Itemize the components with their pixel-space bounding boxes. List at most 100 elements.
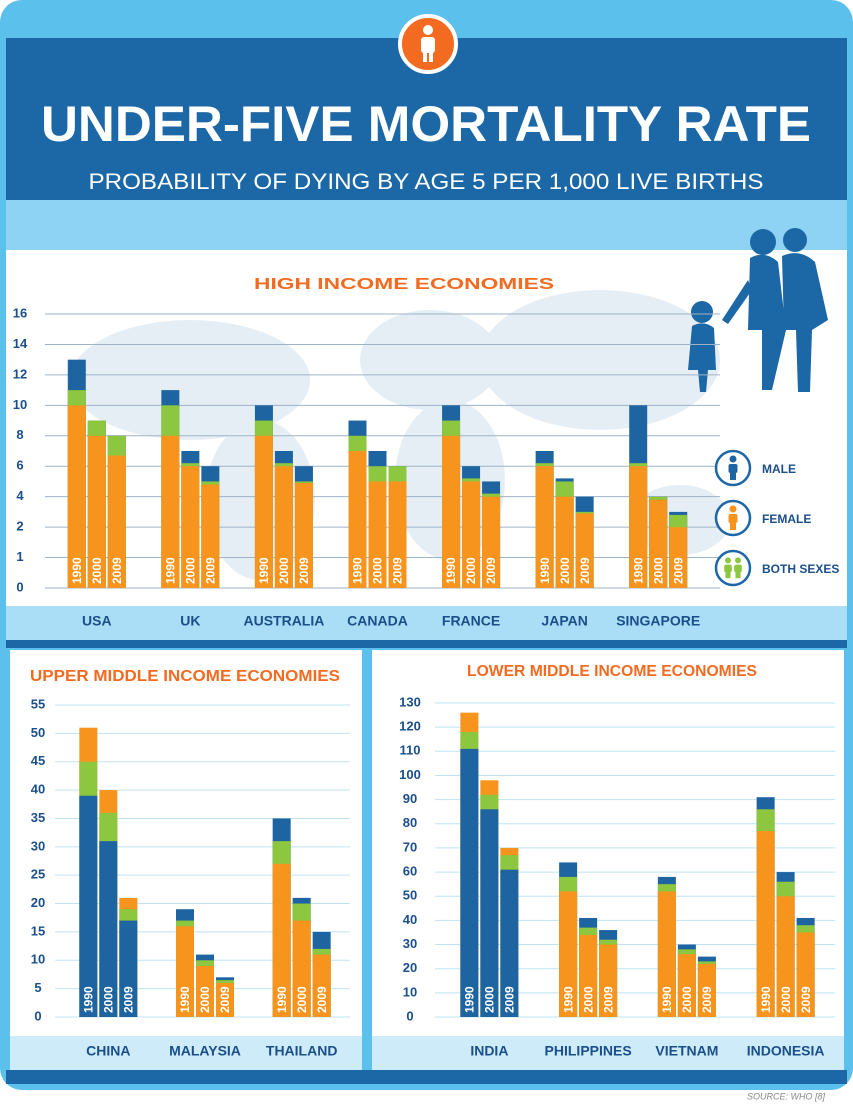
y-tick-label: 50 (403, 888, 417, 903)
bar (176, 926, 194, 1017)
bar-year-label: 2000 (277, 557, 291, 584)
bar-year-label: 2009 (297, 557, 311, 584)
bar (677, 954, 696, 1017)
y-tick-label: 90 (403, 791, 417, 806)
bar (292, 920, 311, 1017)
bar-year-label: 1990 (351, 557, 365, 584)
bar-year-label: 2009 (578, 557, 592, 584)
legend-icon (730, 472, 736, 480)
bar-year-label: 2009 (700, 986, 714, 1013)
x-tick-label: FRANCE (442, 613, 500, 629)
bar-year-label: 2009 (218, 986, 232, 1013)
y-tick-label: 14 (13, 336, 28, 351)
y-tick-label: 35 (31, 810, 45, 825)
legend-icon (735, 557, 741, 564)
y-tick-label: 120 (399, 719, 421, 734)
y-tick-label: 50 (31, 725, 45, 740)
upper-category-band (10, 1036, 362, 1070)
bar (272, 863, 291, 1017)
bar (462, 481, 481, 588)
y-tick-label: 8 (16, 427, 23, 442)
y-tick-label: 100 (399, 767, 421, 782)
y-tick-label: 10 (403, 984, 417, 999)
bar (119, 920, 138, 1017)
bar-year-label: 2009 (315, 986, 329, 1013)
bar-year-label: 1990 (275, 986, 289, 1013)
bar (442, 435, 461, 588)
legend-icon (730, 522, 736, 530)
bar-year-label: 2009 (799, 986, 813, 1013)
bar-year-label: 2000 (558, 557, 572, 584)
bar (482, 496, 501, 588)
x-tick-label: THAILAND (266, 1043, 338, 1059)
legend-label: FEMALE (762, 512, 811, 526)
bar (796, 932, 815, 1017)
bar-year-label: 1990 (164, 557, 178, 584)
bar (181, 466, 200, 588)
bar (161, 435, 180, 588)
bar (368, 481, 387, 588)
bar (535, 466, 554, 588)
bar-year-label: 1990 (70, 557, 84, 584)
y-tick-label: 16 (13, 305, 27, 320)
y-tick-label: 0 (34, 1008, 41, 1023)
sub-band (6, 200, 847, 250)
bar (460, 748, 479, 1017)
bar-year-label: 2000 (90, 557, 104, 584)
bar (196, 965, 214, 1017)
bar-year-label: 1990 (463, 986, 477, 1013)
bar (254, 435, 273, 588)
bar-year-label: 1990 (82, 986, 96, 1013)
bar (629, 466, 648, 588)
y-tick-label: 40 (403, 912, 417, 927)
y-tick-label: 110 (400, 743, 421, 758)
bar-year-label: 1990 (538, 557, 552, 584)
bar-year-label: 2000 (295, 986, 309, 1013)
y-tick-label: 55 (31, 696, 45, 711)
bar-year-label: 2000 (581, 986, 595, 1013)
subtitle: PROBABILITY OF DYING BY AGE 5 PER 1,000 … (89, 169, 764, 194)
bar-year-label: 2000 (680, 986, 694, 1013)
y-tick-label: 130 (399, 694, 421, 709)
x-tick-label: SINGAPORE (616, 613, 700, 629)
bar (500, 869, 519, 1017)
y-tick-label: 0 (16, 579, 23, 594)
chart-title: LOWER MIDDLE INCOME ECONOMIES (467, 663, 757, 680)
bar (657, 891, 676, 1017)
x-tick-label: PHILIPPINES (545, 1043, 632, 1059)
bar-year-label: 2000 (779, 986, 793, 1013)
y-tick-label: 6 (16, 458, 23, 473)
bar (649, 499, 668, 588)
legend-icon (729, 455, 737, 463)
bar (776, 896, 795, 1017)
bar-year-label: 2009 (122, 986, 136, 1013)
y-tick-label: 10 (13, 397, 27, 412)
y-tick-label: 20 (403, 960, 417, 975)
bar (274, 466, 293, 588)
x-tick-label: USA (82, 613, 112, 629)
y-tick-label: 30 (31, 838, 45, 853)
bar (294, 482, 313, 588)
bar (348, 451, 367, 588)
bar (579, 934, 598, 1017)
bar-year-label: 2000 (651, 557, 665, 584)
y-tick-label: 25 (31, 867, 45, 882)
bar (67, 405, 86, 588)
bar (79, 795, 98, 1017)
x-tick-label: CHINA (86, 1043, 130, 1059)
legend-icon (725, 557, 731, 564)
y-tick-label: 40 (31, 782, 45, 797)
y-tick-label: 70 (403, 839, 417, 854)
bar (87, 435, 106, 588)
x-tick-label: AUSTRALIA (243, 613, 324, 629)
y-tick-label: 0 (406, 1008, 413, 1023)
bar-year-label: 2009 (110, 557, 124, 584)
y-tick-label: 15 (31, 923, 45, 938)
header-icon-person (421, 25, 435, 62)
bar-year-label: 2009 (391, 557, 405, 584)
bar-year-label: 1990 (444, 557, 458, 584)
title: UNDER-FIVE MORTALITY RATE (41, 96, 811, 152)
bar (480, 809, 499, 1017)
bar-year-label: 2000 (483, 986, 497, 1013)
